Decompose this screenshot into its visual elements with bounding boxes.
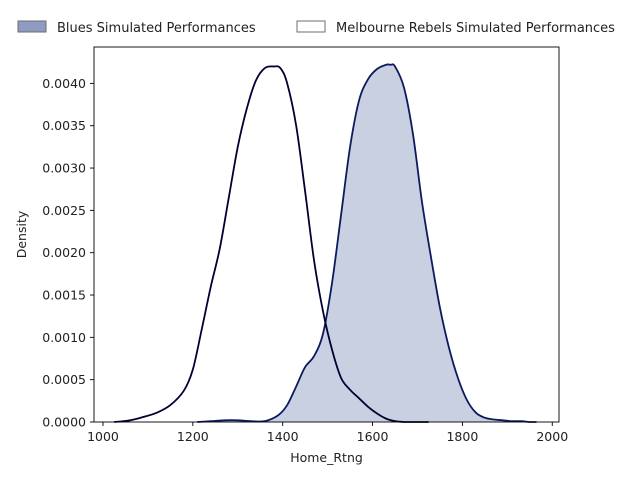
- x-tick-label: 1200: [177, 429, 209, 444]
- series-1-area: [197, 64, 537, 422]
- y-tick-label: 0.0030: [42, 161, 86, 176]
- legend-label-2: Melbourne Rebels Simulated Performances: [336, 21, 615, 36]
- x-tick-label: 1600: [357, 429, 389, 444]
- y-tick-label: 0.0010: [42, 330, 86, 345]
- y-tick-label: 0.0000: [42, 415, 86, 430]
- y-axis: 0.0000 0.0005 0.0010 0.0015 0.0020 0.0025 0.00…: [42, 76, 94, 430]
- y-tick-label: 0.0020: [42, 245, 86, 260]
- legend: Blues Simulated Performances Melbourne Re…: [17, 20, 615, 36]
- series-2-line: [114, 65, 429, 423]
- x-axis: 1000 1200 1400 1600 1800 2000: [87, 422, 568, 444]
- y-tick-label: 0.0035: [42, 118, 86, 133]
- y-tick-label: 0.0040: [42, 76, 86, 91]
- legend-label-1: Blues Simulated Performances: [57, 21, 256, 36]
- x-tick-label: 1000: [87, 429, 119, 444]
- x-tick-label: 1800: [446, 429, 478, 444]
- x-tick-label: 1400: [267, 429, 299, 444]
- y-tick-label: 0.0005: [42, 372, 86, 387]
- plot-frame: [93, 46, 560, 423]
- legend-swatch-2: [296, 20, 326, 33]
- x-tick-label: 2000: [536, 429, 568, 444]
- y-tick-label: 0.0015: [42, 288, 86, 303]
- series-1-line: [197, 63, 537, 423]
- y-tick-label: 0.0025: [42, 203, 86, 218]
- plot-area: [93, 46, 560, 423]
- x-axis-label: Home_Rtng: [290, 450, 363, 465]
- legend-swatch-1: [17, 20, 47, 33]
- y-axis-label: Density: [14, 210, 29, 258]
